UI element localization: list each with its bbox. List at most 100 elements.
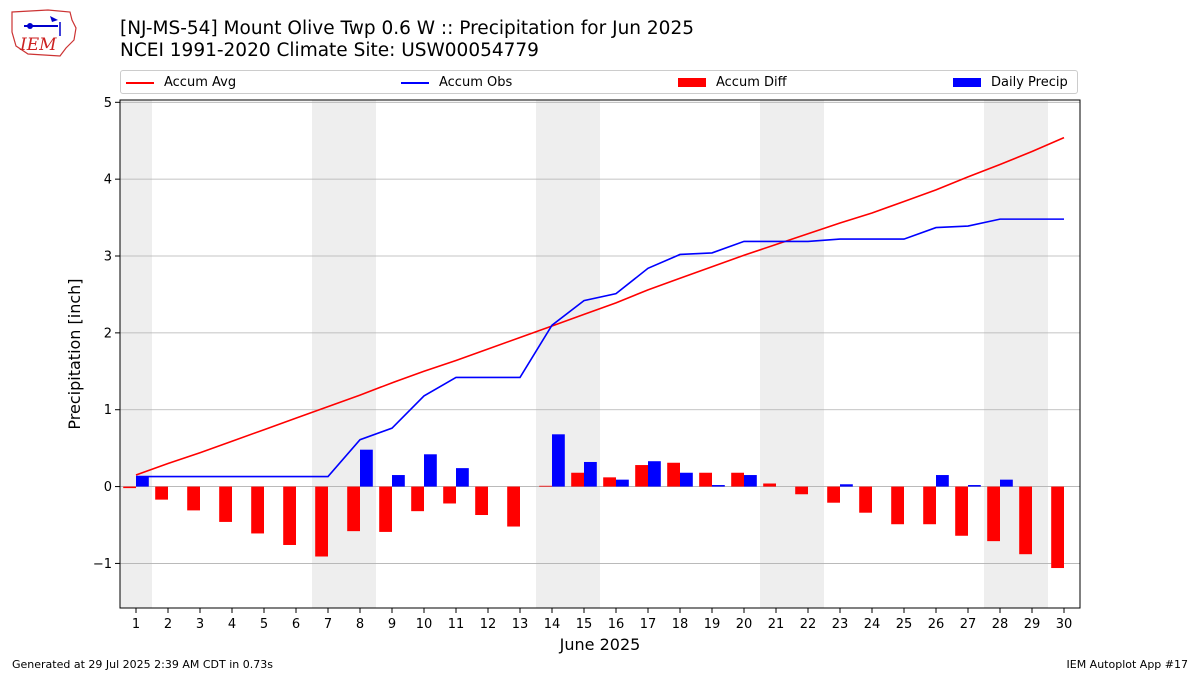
accum-diff-bar	[603, 477, 616, 487]
y-tick-label: 0	[104, 480, 112, 495]
weekend-band	[536, 100, 568, 608]
legend-label-accum-diff: Accum Diff	[716, 75, 787, 90]
accum-diff-bar	[475, 486, 488, 516]
daily-precip-bar	[424, 454, 437, 487]
weekend-band	[568, 100, 600, 608]
accum-diff-bar	[891, 486, 904, 525]
accum-diff-bar	[283, 486, 296, 545]
y-tick-label: 4	[104, 173, 112, 188]
legend-item-daily-precip: Daily Precip	[953, 74, 1068, 91]
daily-precip-bar	[456, 468, 469, 487]
x-tick-label: 23	[832, 617, 849, 632]
x-tick-label: 2	[164, 617, 172, 632]
x-tick-label: 10	[416, 617, 433, 632]
daily-precip-bar	[360, 449, 373, 487]
weekend-band	[120, 100, 152, 608]
accum-diff-bar	[763, 483, 776, 487]
accum-diff-bar	[123, 486, 136, 489]
daily-precip-bar	[968, 485, 981, 487]
accum-diff-bar	[987, 486, 1000, 542]
x-tick-label: 5	[260, 617, 268, 632]
x-tick-label: 18	[672, 617, 689, 632]
x-tick-label: 19	[704, 617, 721, 632]
accum-diff-bar	[955, 486, 968, 536]
legend-swatch-avg	[126, 81, 154, 84]
x-tick-label: 11	[448, 617, 465, 632]
x-tick-label: 16	[608, 617, 625, 632]
plot-frame	[119, 99, 1081, 609]
bars	[123, 434, 1064, 569]
y-tick-label: −1	[93, 557, 112, 572]
accum-diff-bar	[155, 486, 168, 500]
x-tick-label: 14	[544, 617, 561, 632]
accum-diff-bar	[539, 485, 552, 487]
x-tick-label: 21	[768, 617, 785, 632]
x-tick-label: 27	[960, 617, 977, 632]
title-line-2: NCEI 1991-2020 Climate Site: USW00054779	[120, 40, 539, 61]
x-tick-label: 17	[640, 617, 657, 632]
daily-precip-bar	[936, 475, 949, 487]
accum-diff-bar	[859, 486, 872, 513]
gridlines	[120, 101, 1080, 564]
daily-precip-bar	[136, 476, 149, 487]
accum-diff-bar	[187, 486, 200, 511]
legend-label-accum-obs: Accum Obs	[439, 75, 513, 90]
legend-swatch-daily	[953, 78, 981, 87]
accum-diff-bar	[1051, 486, 1064, 569]
daily-precip-bar	[744, 475, 757, 487]
accum-diff-bar	[251, 486, 264, 534]
daily-precip-bar	[1000, 479, 1013, 487]
accum-diff-bar	[731, 472, 744, 487]
footer-app: IEM Autoplot App #17	[1066, 658, 1189, 671]
y-axis-ticks: −1 0 1 2 3 4 5	[93, 96, 120, 572]
accum-avg-line	[135, 136, 1065, 476]
accum-diff-bar	[667, 462, 680, 487]
lines	[135, 136, 1065, 478]
accum-diff-bar	[443, 486, 456, 504]
accum-diff-bar	[379, 486, 392, 532]
weekend-band	[760, 100, 792, 608]
legend-label-accum-avg: Accum Avg	[164, 75, 237, 90]
x-tick-label: 8	[356, 617, 364, 632]
x-tick-label: 30	[1056, 617, 1073, 632]
footer-generated: Generated at 29 Jul 2025 2:39 AM CDT in …	[12, 658, 273, 671]
accum-diff-bar	[507, 486, 520, 527]
y-tick-label: 1	[104, 403, 112, 418]
y-tick-label: 5	[104, 96, 112, 111]
legend-item-accum-avg: Accum Avg	[126, 74, 236, 91]
daily-precip-bar	[552, 434, 565, 487]
y-axis-label: Precipitation [inch]	[65, 278, 84, 429]
legend-item-accum-obs: Accum Obs	[401, 74, 512, 91]
iem-logo: IEM	[8, 6, 80, 58]
weekend-band	[792, 100, 824, 608]
x-tick-label: 1	[132, 617, 140, 632]
weekend-band	[344, 100, 376, 608]
accum-diff-bar	[571, 472, 584, 487]
x-tick-label: 20	[736, 617, 753, 632]
accum-diff-bar	[795, 486, 808, 495]
legend-swatch-diff	[678, 78, 706, 87]
legend-label-daily-precip: Daily Precip	[991, 75, 1068, 90]
x-tick-label: 24	[864, 617, 881, 632]
logo-text: IEM	[19, 35, 57, 55]
x-tick-label: 26	[928, 617, 945, 632]
x-axis-ticks: 1 2 3 4 5 6 7 8 9 10 11 12 13 14 15 16 17 18 19 20 21 22 23 24 2…	[132, 608, 1072, 632]
accum-diff-bar	[635, 465, 648, 487]
accum-diff-bar	[347, 486, 360, 532]
accum-diff-bar	[923, 486, 936, 525]
x-tick-label: 3	[196, 617, 204, 632]
daily-precip-bar	[712, 485, 725, 487]
x-tick-label: 28	[992, 617, 1009, 632]
daily-precip-bar	[840, 484, 853, 487]
accum-diff-bar	[1019, 486, 1032, 555]
daily-precip-bar	[584, 461, 597, 487]
chart-title: [NJ-MS-54] Mount Olive Twp 0.6 W :: Prec…	[120, 18, 694, 62]
accum-obs-line	[136, 218, 1064, 478]
accum-diff-bar	[315, 486, 328, 557]
x-axis-label: June 2025	[559, 635, 641, 654]
accum-diff-bar	[699, 472, 712, 487]
y-tick-label: 2	[104, 326, 112, 341]
x-tick-label: 29	[1024, 617, 1041, 632]
daily-precip-bar	[392, 475, 405, 487]
x-tick-label: 9	[388, 617, 396, 632]
